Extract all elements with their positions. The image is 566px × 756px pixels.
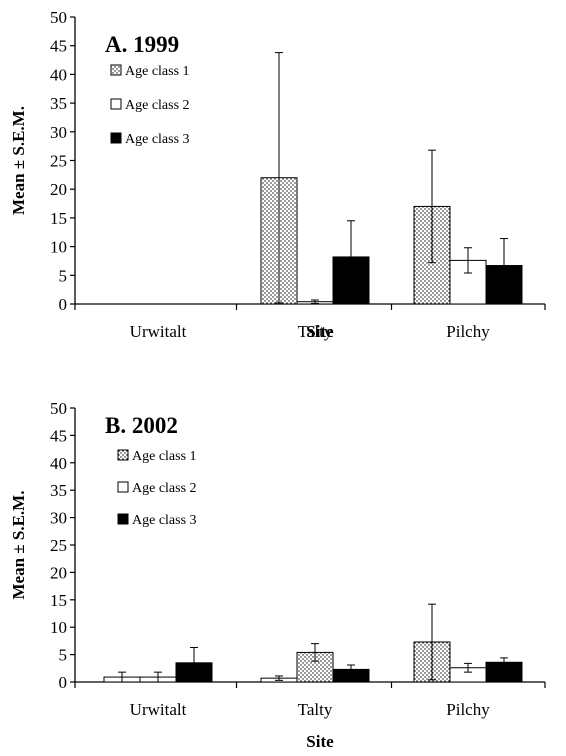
panel-b-legend-swatch bbox=[117, 449, 129, 461]
panel-b-category-label: Pilchy bbox=[446, 700, 490, 719]
panel-a-title: A. 1999 bbox=[105, 32, 179, 57]
panel-b-legend-label: Age class 3 bbox=[132, 513, 197, 528]
panel-a-y-tick-label: 40 bbox=[50, 65, 67, 84]
panel-b-category-label: Urwitalt bbox=[130, 700, 187, 719]
panel-b-y-tick-label: 30 bbox=[50, 509, 67, 528]
panel-a-y-tick-label: 0 bbox=[59, 295, 68, 314]
panel-a-1999: A. 1999 0 5 10 15 20 25 30 35 40 45 50 Urwitalt Talt… bbox=[9, 8, 546, 341]
panel-b-2002: B. 2002 0 5 10 15 20 25 30 35 40 45 50 Urwitalt Talt… bbox=[9, 399, 546, 751]
panel-a-y-tick-label: 10 bbox=[50, 238, 67, 257]
panel-a-category-label: Pilchy bbox=[446, 322, 490, 341]
panel-a-legend-swatch bbox=[110, 132, 122, 144]
panel-a-legend-swatch bbox=[110, 98, 122, 110]
panel-a-x-axis-title: Site bbox=[306, 322, 334, 341]
panel-b-y-tick-label: 15 bbox=[50, 591, 67, 610]
panel-b-x-axis-title: Site bbox=[306, 732, 334, 751]
panel-b-y-axis-title: Mean ± S.E.M. bbox=[9, 491, 28, 600]
panel-a-category-label: Talty bbox=[298, 322, 333, 341]
panel-b-legend-swatch bbox=[117, 481, 129, 493]
panel-b-y-tick-label: 25 bbox=[50, 536, 67, 555]
panel-b-title: B. 2002 bbox=[105, 413, 178, 438]
panel-a-y-tick-label: 20 bbox=[50, 180, 67, 199]
panel-b-y-tick-label: 35 bbox=[50, 481, 67, 500]
panel-a-y-tick-label: 30 bbox=[50, 123, 67, 142]
panel-b-y-tick-label: 5 bbox=[59, 646, 68, 665]
panel-a-y-tick-label: 15 bbox=[50, 209, 67, 228]
panel-a-y-tick-label: 5 bbox=[59, 266, 68, 285]
panel-a-y-tick-label: 35 bbox=[50, 94, 67, 113]
panel-a-legend-label: Age class 2 bbox=[125, 98, 190, 113]
panel-a-legend-label: Age class 3 bbox=[125, 132, 190, 147]
panel-b-y-tick-label: 0 bbox=[59, 673, 68, 692]
panel-a-legend-label: Age class 1 bbox=[125, 64, 190, 79]
panel-b-y-tick-label: 40 bbox=[50, 454, 67, 473]
panel-a-legend-swatch bbox=[110, 64, 122, 76]
panel-b-y-tick-label: 45 bbox=[50, 426, 67, 445]
panel-a-y-tick-label: 50 bbox=[50, 8, 67, 27]
panel-b-legend-label: Age class 1 bbox=[132, 449, 197, 464]
panel-a-y-tick-label: 25 bbox=[50, 152, 67, 171]
panel-a-y-tick-label: 45 bbox=[50, 37, 67, 56]
panel-a-category-label: Urwitalt bbox=[130, 322, 187, 341]
panel-b-category-label: Talty bbox=[298, 700, 333, 719]
panel-b-y-tick-label: 10 bbox=[50, 618, 67, 637]
panel-a-y-axis-title: Mean ± S.E.M. bbox=[9, 106, 28, 215]
panel-b-y-tick-label: 50 bbox=[50, 399, 67, 418]
panel-b-legend-label: Age class 2 bbox=[132, 481, 197, 496]
panel-b-y-tick-label: 20 bbox=[50, 563, 67, 582]
panel-b-legend-swatch bbox=[117, 513, 129, 525]
